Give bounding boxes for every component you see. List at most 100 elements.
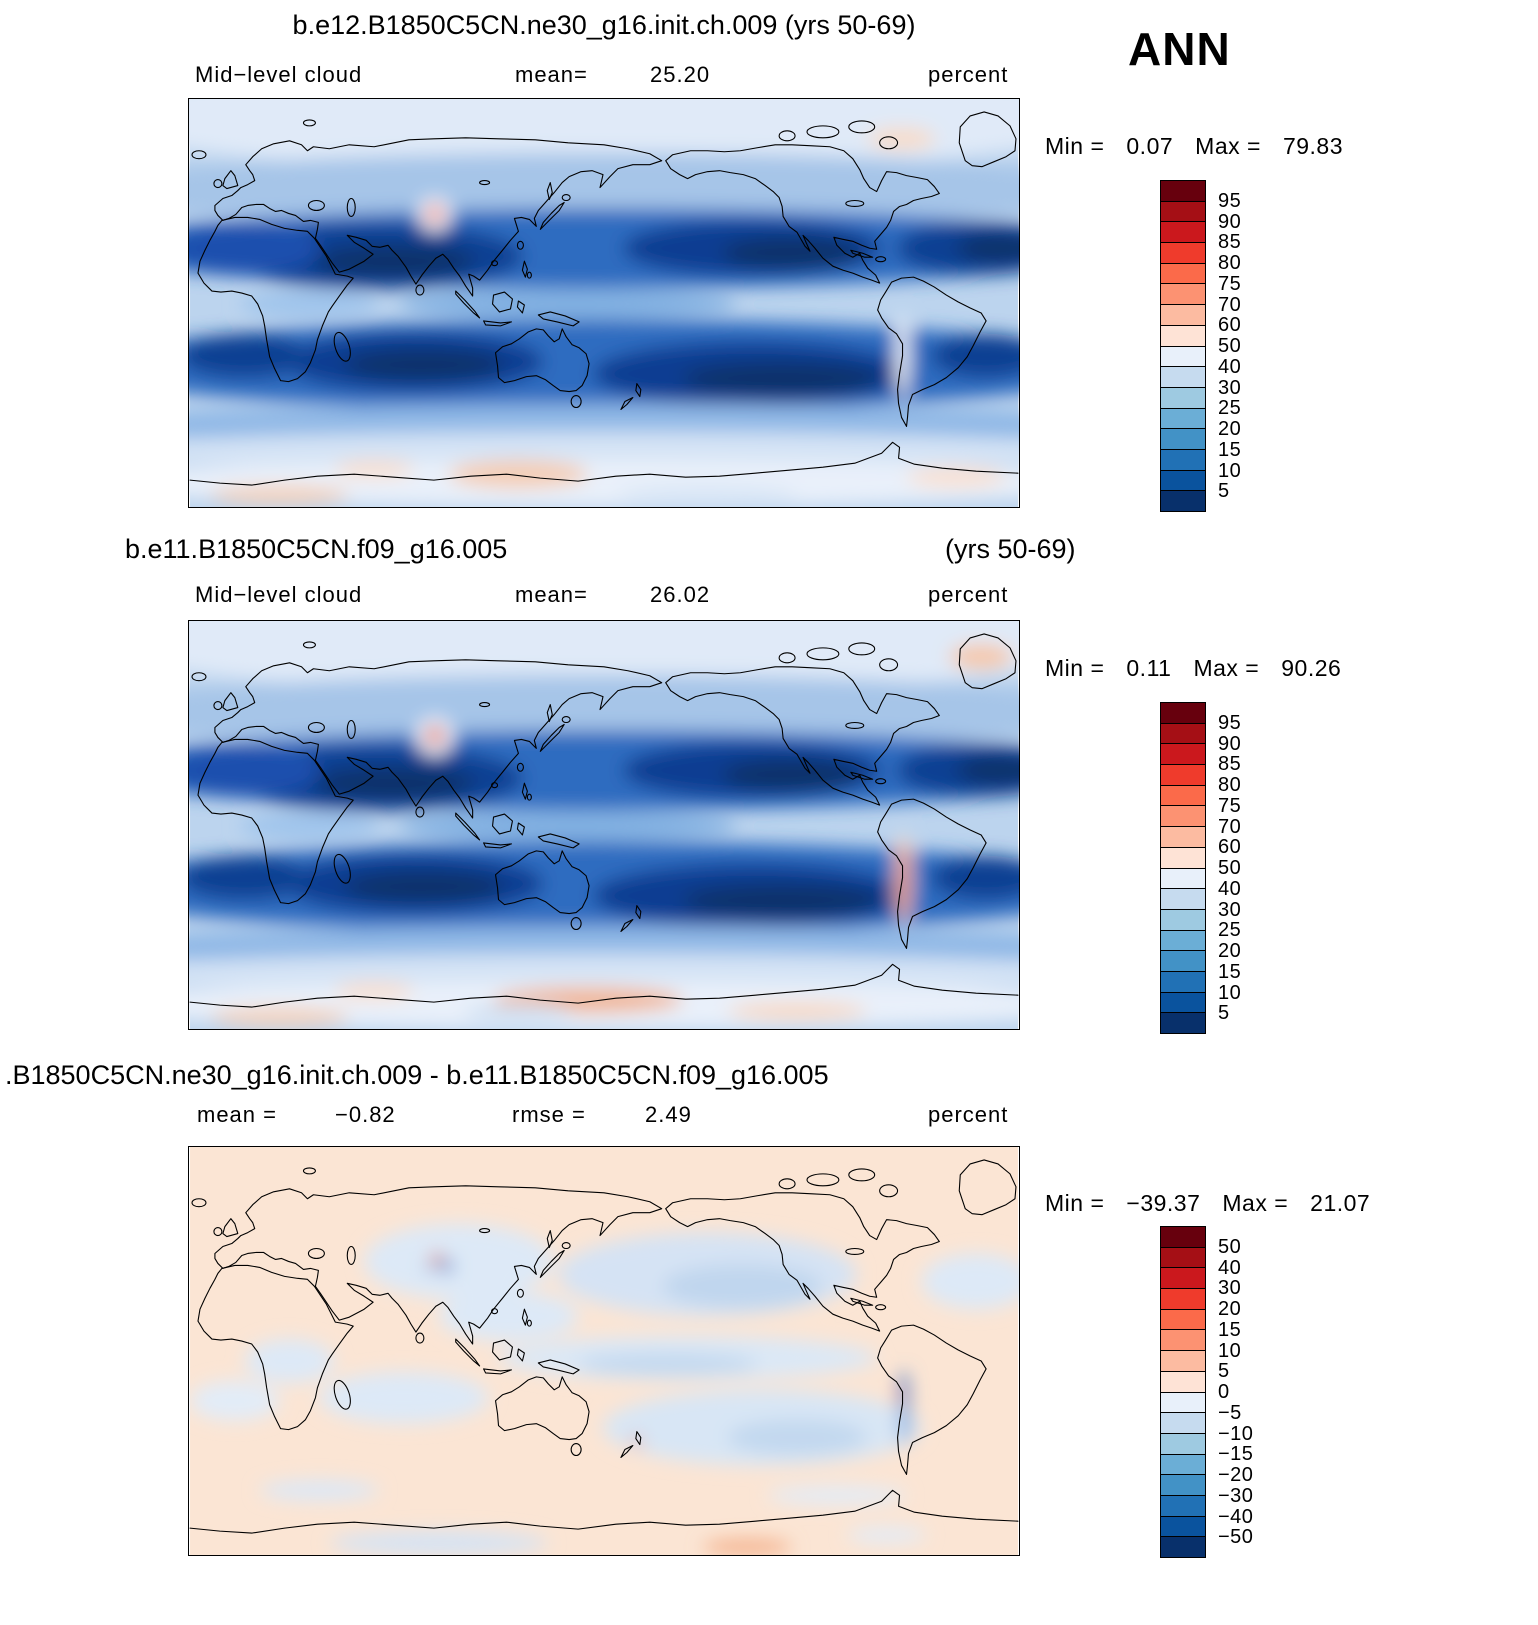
- panel3-mean-label: mean =: [197, 1102, 277, 1127]
- colorbar-tick-label: 50: [1218, 335, 1242, 357]
- panel3-max-value: 21.07: [1310, 1190, 1371, 1216]
- panel2-title: b.e11.B1850C5CN.f09_g16.005: [125, 534, 508, 564]
- panel1-mean-label: mean=: [515, 62, 588, 87]
- panel3-rmse-label: rmse =: [512, 1102, 586, 1127]
- colorbar-cells: [1160, 702, 1206, 1034]
- colorbar-tick-label: 20: [1218, 1298, 1242, 1320]
- panel1-colorbar: 95 90 85 80 75 70 60 50 40 30 25 20 15 10 5: [1160, 180, 1241, 512]
- map2-contour-field: [189, 621, 1019, 1029]
- colorbar-cell: [1161, 469, 1205, 491]
- colorbar-cells: [1160, 1226, 1206, 1558]
- colorbar-cell: [1161, 1288, 1205, 1309]
- colorbar-cell: [1161, 908, 1205, 930]
- panel3-units-label: percent: [928, 1102, 1009, 1127]
- colorbar-cell: [1161, 867, 1205, 889]
- colorbar-tick-label: −20: [1218, 1464, 1254, 1486]
- colorbar-cell: [1161, 1453, 1205, 1475]
- panel2-mean-label: mean=: [515, 582, 588, 607]
- colorbar-tick-label: 15: [1218, 438, 1242, 461]
- colorbar-tick-label: 90: [1218, 210, 1242, 233]
- colorbar-cell: [1161, 929, 1205, 951]
- panel3-minmax: Min = −39.37 Max = 21.07: [1045, 1190, 1370, 1217]
- colorbar-cell: [1161, 743, 1205, 765]
- colorbar-cell: [1161, 448, 1205, 470]
- colorbar-cell: [1161, 722, 1205, 744]
- colorbar-cell: [1161, 970, 1205, 992]
- colorbar-tick-label: 20: [1218, 940, 1242, 962]
- panel1-units-label: percent: [928, 62, 1009, 87]
- colorbar-cells: [1160, 180, 1206, 512]
- colorbar-cell: [1161, 1227, 1205, 1247]
- panel3-colorbar: 50 40 30 20 15 10 5 0 −5 −10 −15 −20 −30 −40 −50: [1160, 1226, 1253, 1558]
- colorbar-tick-label: 25: [1218, 919, 1242, 942]
- map1-contour-field: [189, 99, 1019, 507]
- colorbar-cell: [1161, 888, 1205, 909]
- colorbar-ticks: 50 40 30 20 15 10 5 0 −5 −10 −15 −20 −30 −40 −50: [1218, 1226, 1298, 1558]
- colorbar-tick-label: 60: [1218, 314, 1242, 337]
- colorbar-tick-label: 10: [1218, 981, 1242, 1004]
- colorbar-cell: [1161, 950, 1205, 971]
- colorbar-tick-label: 30: [1218, 1277, 1242, 1300]
- colorbar-tick-label: −50: [1218, 1526, 1254, 1549]
- colorbar-ticks: 95 90 85 80 75 70 60 50 40 30 25 20 15 10 5: [1218, 180, 1298, 512]
- colorbar-tick-label: 70: [1218, 293, 1242, 316]
- colorbar-cell: [1161, 1391, 1205, 1413]
- colorbar-tick-label: 10: [1218, 1339, 1242, 1362]
- panel1-mean-value: 25.20: [650, 62, 711, 87]
- panel3-max-label: Max =: [1222, 1190, 1289, 1216]
- colorbar-tick-label: 5: [1218, 1002, 1230, 1025]
- colorbar-tick-label: 70: [1218, 815, 1242, 838]
- colorbar-cell: [1161, 1308, 1205, 1330]
- panel3-rmse-value: 2.49: [645, 1102, 692, 1127]
- colorbar-cell: [1161, 1329, 1205, 1351]
- colorbar-cell: [1161, 490, 1205, 511]
- colorbar-cell: [1161, 1474, 1205, 1495]
- colorbar-tick-label: 40: [1218, 355, 1242, 378]
- map-case2: [188, 620, 1020, 1030]
- colorbar-cell: [1161, 428, 1205, 449]
- panel2-colorbar: 95 90 85 80 75 70 60 50 40 30 25 20 15 10 5: [1160, 702, 1241, 1034]
- colorbar-cell: [1161, 1536, 1205, 1557]
- colorbar-ticks: 95 90 85 80 75 70 60 50 40 30 25 20 15 10 5: [1218, 702, 1298, 1034]
- colorbar-cell: [1161, 1370, 1205, 1392]
- colorbar-tick-label: 90: [1218, 732, 1242, 755]
- colorbar-cell: [1161, 1515, 1205, 1537]
- panel2-min-value: 0.11: [1126, 655, 1172, 681]
- colorbar-tick-label: 15: [1218, 1318, 1242, 1341]
- colorbar-cell: [1161, 324, 1205, 346]
- panel1-minmax: Min = 0.07 Max = 79.83: [1045, 133, 1343, 160]
- colorbar-tick-label: 30: [1218, 376, 1242, 399]
- panel2-min-label: Min =: [1045, 655, 1105, 681]
- panel2-units-label: percent: [928, 582, 1009, 607]
- colorbar-cell: [1161, 1494, 1205, 1516]
- colorbar-tick-label: 95: [1218, 711, 1242, 734]
- colorbar-tick-label: −30: [1218, 1484, 1254, 1507]
- colorbar-cell: [1161, 805, 1205, 827]
- colorbar-cell: [1161, 846, 1205, 868]
- colorbar-tick-label: 50: [1218, 1235, 1242, 1258]
- colorbar-tick-label: 20: [1218, 418, 1242, 440]
- panel3-min-value: −39.37: [1126, 1190, 1201, 1216]
- colorbar-tick-label: 15: [1218, 960, 1242, 983]
- colorbar-cell: [1161, 1412, 1205, 1433]
- colorbar-cell: [1161, 1012, 1205, 1033]
- colorbar-tick-label: 50: [1218, 857, 1242, 879]
- panel2-minmax: Min = 0.11 Max = 90.26: [1045, 655, 1341, 682]
- colorbar-tick-label: 40: [1218, 877, 1242, 900]
- colorbar-tick-label: 0: [1218, 1381, 1230, 1403]
- colorbar-tick-label: 40: [1218, 1256, 1242, 1279]
- panel1-min-label: Min =: [1045, 133, 1105, 159]
- colorbar-cell: [1161, 366, 1205, 387]
- colorbar-tick-label: 10: [1218, 459, 1242, 482]
- colorbar-cell: [1161, 304, 1205, 325]
- colorbar-cell: [1161, 1267, 1205, 1289]
- colorbar-tick-label: −40: [1218, 1505, 1254, 1528]
- colorbar-cell: [1161, 221, 1205, 243]
- panel1-max-value: 79.83: [1282, 133, 1343, 159]
- colorbar-tick-label: 80: [1218, 252, 1242, 274]
- panel2-variable-label: Mid−level cloud: [195, 582, 363, 607]
- colorbar-cell: [1161, 764, 1205, 785]
- map-case1: [188, 98, 1020, 508]
- colorbar-tick-label: −15: [1218, 1443, 1254, 1466]
- colorbar-tick-label: −5: [1218, 1401, 1242, 1424]
